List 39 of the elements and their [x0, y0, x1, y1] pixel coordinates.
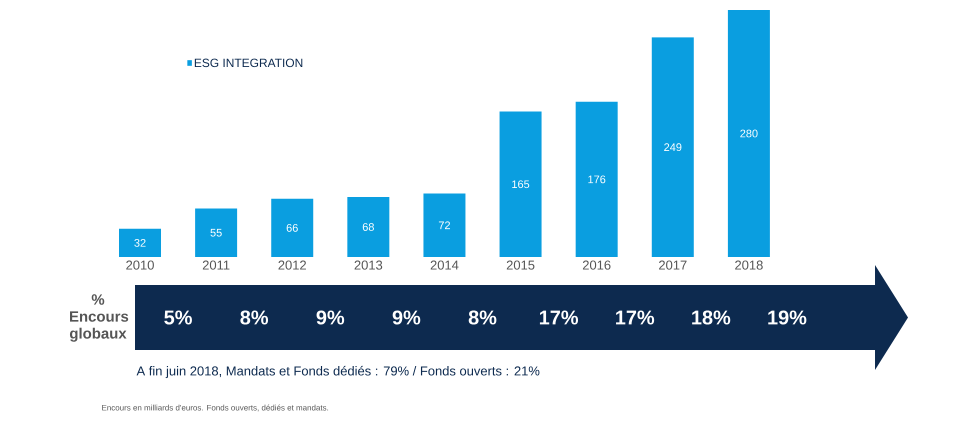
- bar: [652, 37, 694, 257]
- text: 17%: [616, 310, 654, 325]
- x-tick-label: 2017: [659, 260, 687, 270]
- text: 8%: [468, 310, 496, 325]
- data-label: 68: [362, 223, 374, 231]
- data-label: 280: [740, 130, 758, 138]
- data-label: 32: [134, 239, 146, 247]
- x-tick-label: 2010: [126, 260, 154, 270]
- text: 5%: [164, 310, 192, 325]
- x-tick-label: 2018: [735, 260, 763, 270]
- bar: [271, 198, 314, 257]
- data-label: 66: [286, 224, 298, 232]
- x-tick-label: 2015: [506, 260, 534, 270]
- bar: [119, 228, 162, 257]
- data-label: 72: [438, 221, 450, 230]
- text: 18%: [692, 310, 730, 325]
- bar: [500, 111, 542, 257]
- x-tick-label: 2012: [278, 260, 306, 270]
- text: 9%: [392, 310, 420, 325]
- bar: [423, 193, 466, 257]
- data-label: 176: [588, 176, 606, 184]
- x-tick-label: 2016: [582, 260, 611, 270]
- x-tick-label: 2014: [430, 260, 458, 270]
- data-label: 249: [664, 143, 682, 152]
- bar: [576, 102, 618, 257]
- x-tick-label: 2011: [202, 260, 230, 270]
- bar: [728, 10, 770, 257]
- text: 9%: [316, 310, 344, 325]
- text: 8%: [240, 310, 268, 325]
- text: % Encours globaux: [70, 294, 128, 342]
- data-label: 165: [512, 180, 530, 188]
- text: 17%: [540, 310, 578, 325]
- text: A fin juin 2018, Mandats et Fonds dédiés : 79% / Fonds ouverts : 21%: [136, 366, 540, 378]
- x-tick-label: 2013: [354, 260, 382, 270]
- bar: [195, 208, 238, 257]
- text: 19%: [768, 310, 806, 325]
- bar: [347, 197, 390, 257]
- data-label: 55: [210, 228, 222, 237]
- legend-label: ESG INTEGRATION: [194, 58, 302, 68]
